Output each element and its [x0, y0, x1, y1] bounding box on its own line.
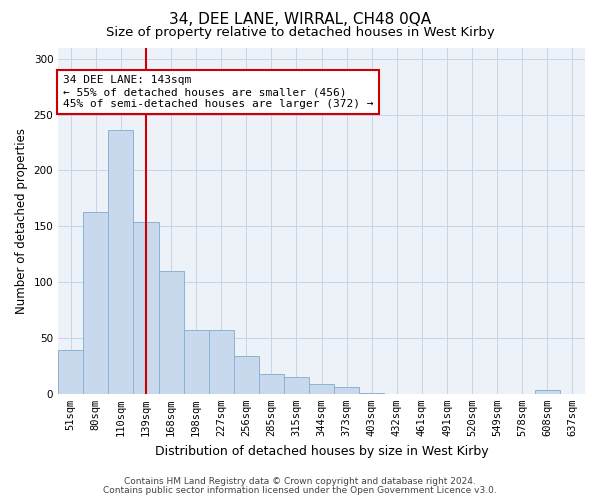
- Bar: [359, 392, 385, 394]
- Bar: [133, 222, 158, 394]
- Bar: [309, 384, 334, 394]
- X-axis label: Distribution of detached houses by size in West Kirby: Distribution of detached houses by size …: [155, 444, 488, 458]
- Bar: [58, 350, 83, 394]
- Text: Contains HM Land Registry data © Crown copyright and database right 2024.: Contains HM Land Registry data © Crown c…: [124, 477, 476, 486]
- Bar: [259, 374, 284, 394]
- Bar: [234, 356, 259, 394]
- Text: 34, DEE LANE, WIRRAL, CH48 0QA: 34, DEE LANE, WIRRAL, CH48 0QA: [169, 12, 431, 28]
- Text: Contains public sector information licensed under the Open Government Licence v3: Contains public sector information licen…: [103, 486, 497, 495]
- Y-axis label: Number of detached properties: Number of detached properties: [15, 128, 28, 314]
- Bar: [284, 377, 309, 394]
- Bar: [184, 330, 209, 394]
- Bar: [535, 390, 560, 394]
- Text: 34 DEE LANE: 143sqm
← 55% of detached houses are smaller (456)
45% of semi-detac: 34 DEE LANE: 143sqm ← 55% of detached ho…: [62, 76, 373, 108]
- Bar: [109, 130, 133, 394]
- Bar: [209, 330, 234, 394]
- Bar: [158, 271, 184, 394]
- Text: Size of property relative to detached houses in West Kirby: Size of property relative to detached ho…: [106, 26, 494, 39]
- Bar: [334, 387, 359, 394]
- Bar: [83, 212, 109, 394]
